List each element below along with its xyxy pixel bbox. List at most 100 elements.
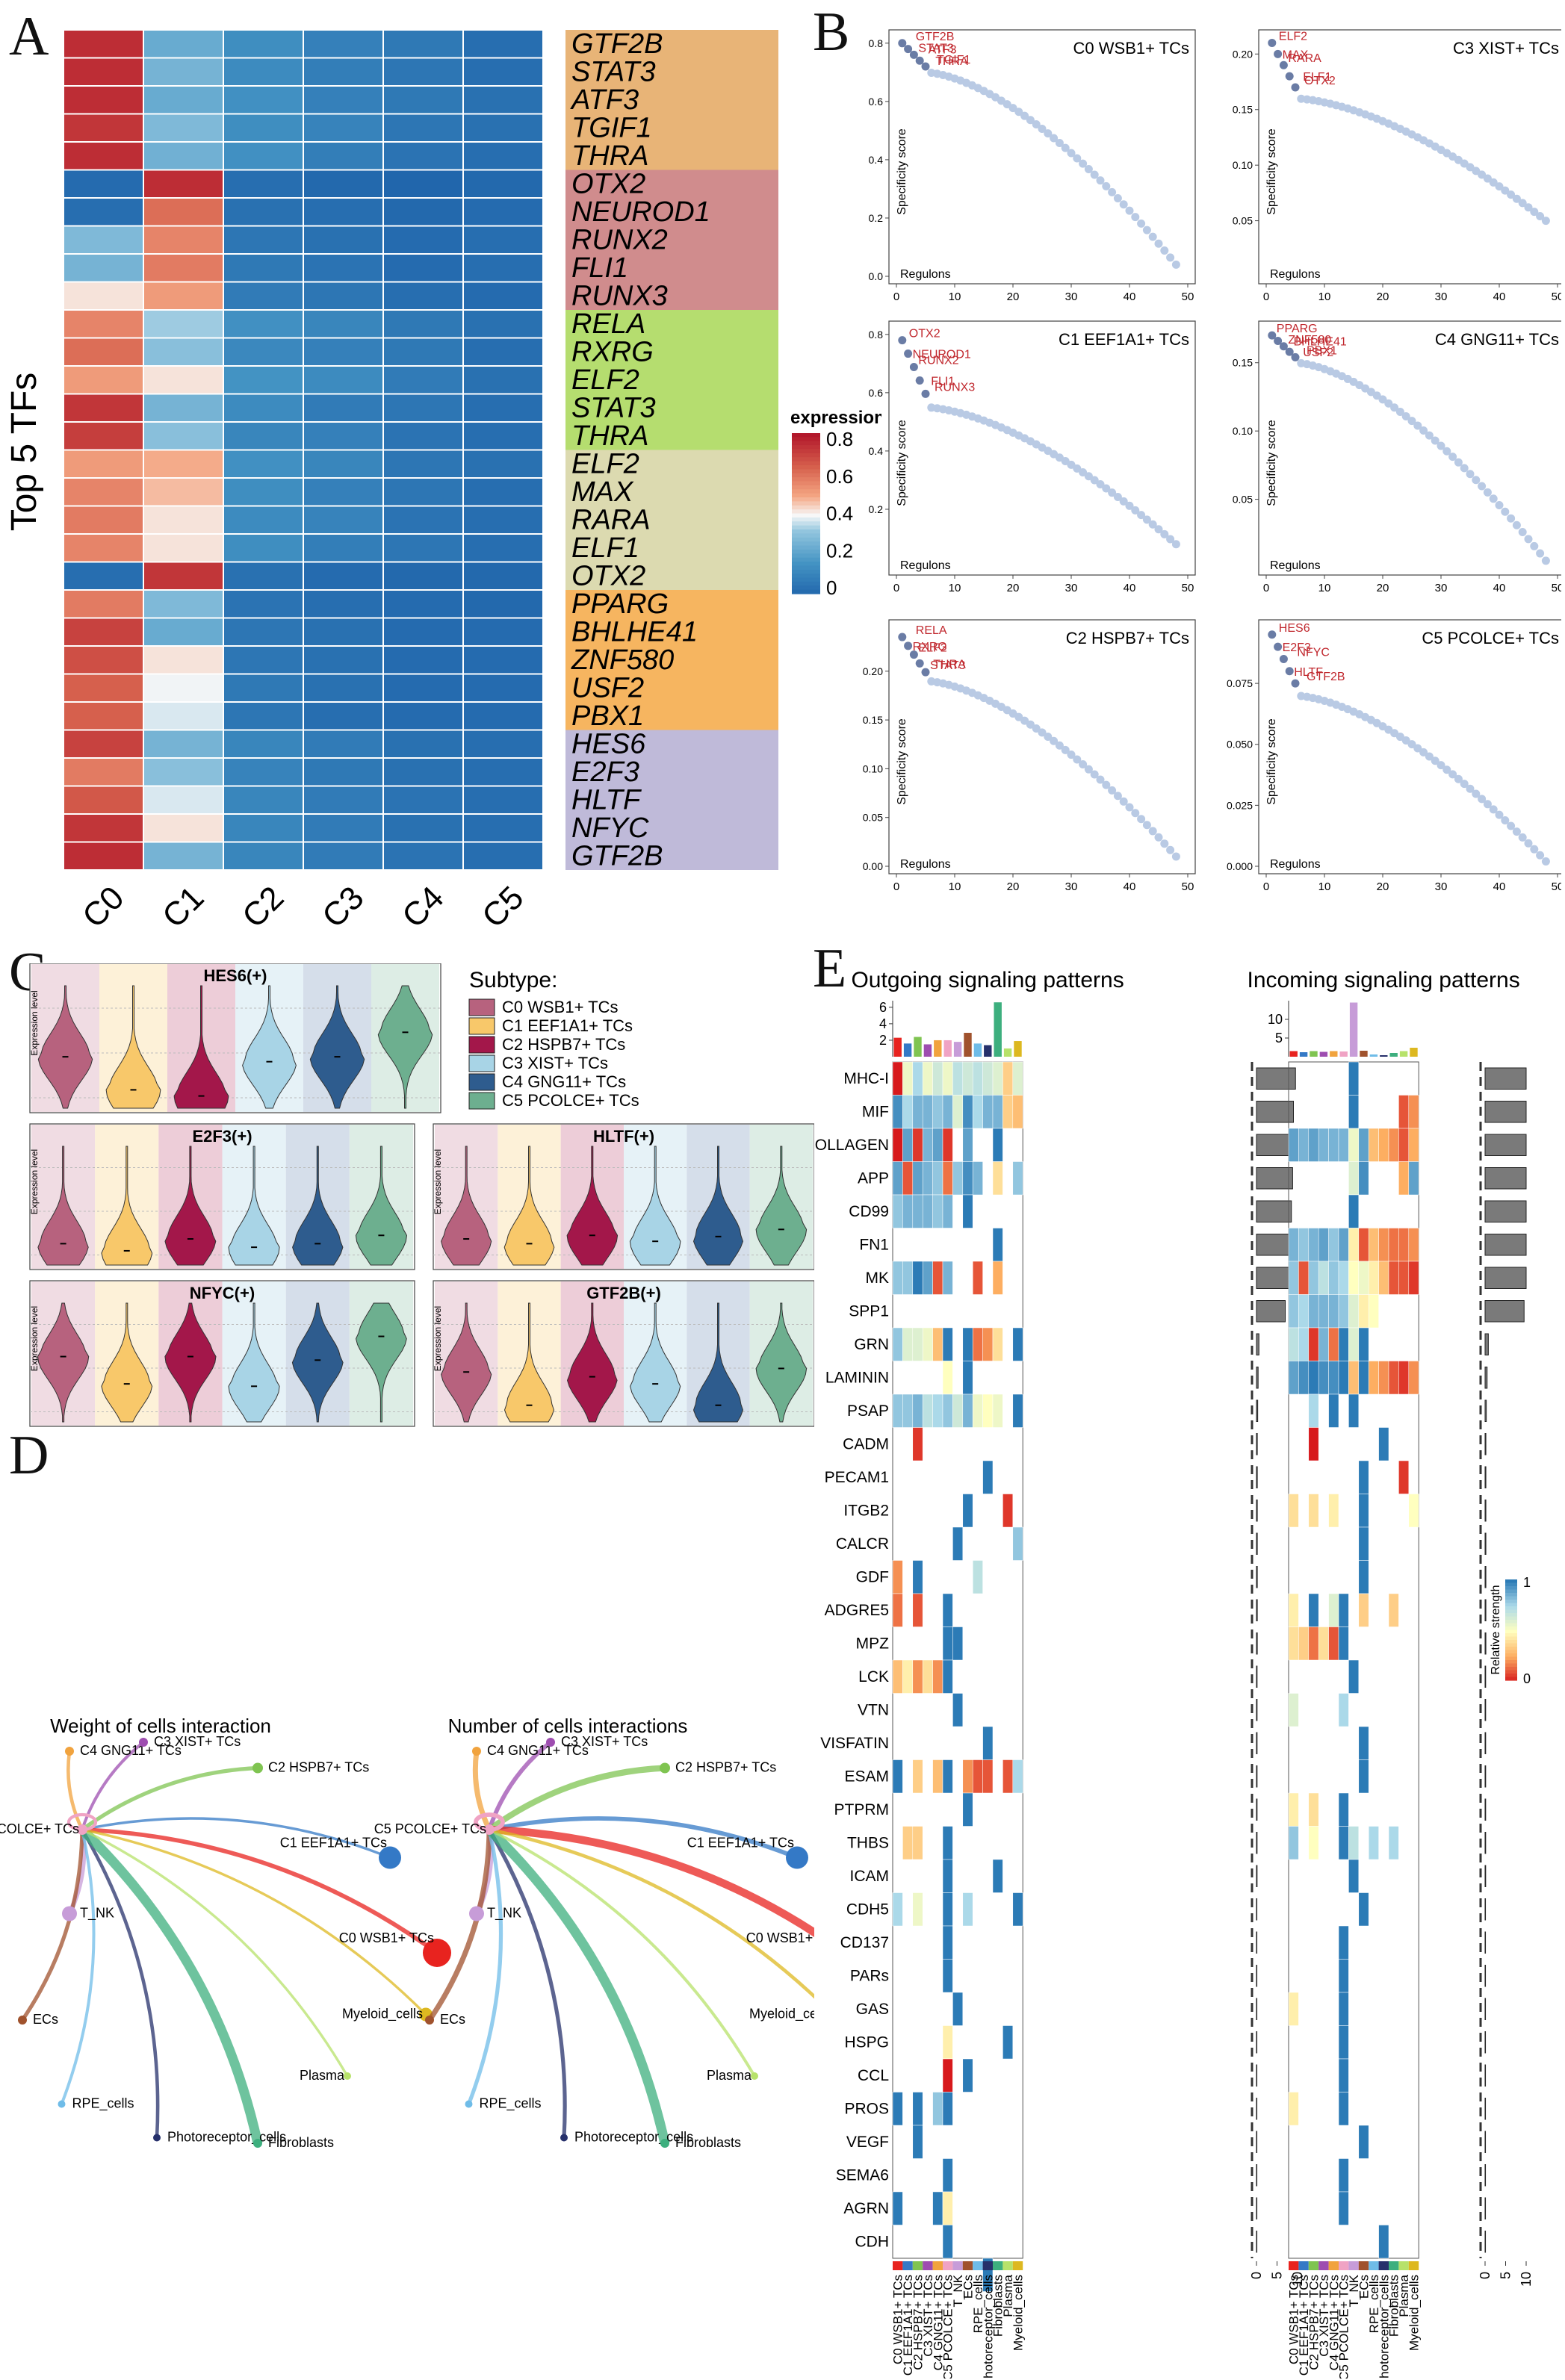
heatmap-cell	[144, 423, 223, 450]
violin-shape	[755, 1146, 808, 1266]
rss-point	[1425, 752, 1434, 761]
rss-ytick-label: 0.05	[863, 812, 883, 824]
signaling-cell	[1348, 1095, 1360, 1129]
rss-xtick-label: 40	[1124, 582, 1136, 594]
strength-legend-swatch	[1505, 1606, 1517, 1611]
signaling-cell	[942, 1826, 953, 1860]
signaling-cell	[892, 1759, 903, 1794]
heatmap-cell	[144, 338, 223, 365]
signaling-cell	[962, 1128, 973, 1162]
rss-point	[1044, 733, 1053, 742]
signaling-cell	[1348, 1327, 1360, 1361]
cell-color-strip	[1308, 2261, 1319, 2270]
network-node	[465, 2100, 473, 2108]
tf-label: ELF1	[571, 532, 639, 564]
top-bar	[1299, 1052, 1308, 1057]
rss-regulon-label: GTF2B	[916, 31, 955, 43]
rss-xtick-label: 50	[1182, 290, 1194, 303]
cell-color-strip	[973, 2261, 983, 2270]
signaling-cell	[972, 1261, 983, 1295]
rss-point	[1032, 724, 1041, 733]
side-bar	[1484, 1898, 1487, 1921]
signaling-cell	[1012, 1327, 1023, 1361]
rss-point	[1431, 756, 1440, 765]
signaling-cell	[892, 1393, 903, 1428]
cell-color-strip	[1318, 2261, 1329, 2270]
subtype-legend-label: C0 WSB1+ TCs	[502, 998, 618, 1016]
pathway-label: CD137	[840, 1934, 889, 1951]
rss-point	[909, 363, 918, 372]
rss-point	[1084, 472, 1093, 481]
rss-point	[1291, 83, 1300, 92]
rss-point	[1268, 630, 1277, 639]
signaling-cell	[992, 1228, 1003, 1262]
tf-label: GTF2B	[571, 840, 663, 871]
tf-label: RXRG	[571, 336, 654, 367]
signaling-cell	[992, 1261, 1003, 1295]
cell-color-strip	[1378, 2261, 1389, 2270]
rss-point	[1131, 809, 1140, 818]
heatmap-cell	[304, 311, 382, 338]
signaling-cell	[1012, 1759, 1023, 1794]
cell-type-label: Photoreceptor_cells	[981, 2275, 995, 2379]
signaling-cell	[1358, 1494, 1369, 1528]
heatmap-cell	[64, 562, 143, 589]
expression-legend-swatch	[792, 497, 820, 502]
signaling-cell	[932, 1194, 943, 1228]
network-node	[560, 2134, 568, 2142]
top-bar	[973, 1043, 982, 1057]
network-edge	[81, 1765, 258, 1832]
signaling-cell	[1308, 1228, 1319, 1262]
cell-color-strip	[1289, 2261, 1299, 2270]
heatmap-cell	[224, 255, 303, 282]
rss-point	[1536, 212, 1545, 221]
heatmap-cell	[384, 759, 462, 786]
signaling-cell	[1328, 1393, 1339, 1428]
pathway-label: CD99	[849, 1203, 889, 1220]
rss-point	[1073, 154, 1082, 163]
heatmap-cell	[304, 730, 382, 757]
rss-xtick-label: 50	[1552, 582, 1561, 594]
signaling-cell	[942, 2225, 953, 2259]
rss-regulon-label: ELF2	[1279, 30, 1307, 43]
heatmap-cell	[144, 506, 223, 533]
rss-point	[1541, 556, 1550, 565]
top-bar-tick-label: 4	[879, 1016, 887, 1031]
top-bar	[1349, 1002, 1358, 1057]
signaling-cell	[1338, 1593, 1349, 1627]
rss-point	[1530, 845, 1539, 854]
heatmap-cell	[464, 786, 542, 813]
rss-point	[1291, 352, 1300, 361]
heatmap-column-label: C0	[75, 880, 131, 935]
rss-point	[1038, 125, 1047, 134]
rss-regulon-label: NEUROD1	[913, 349, 971, 361]
pathway-label: SEMA6	[836, 2166, 889, 2184]
rss-point	[1090, 170, 1099, 179]
heatmap-cell	[464, 255, 542, 282]
expression-legend-tick-label: 0.8	[826, 428, 853, 450]
rss-point	[1044, 129, 1053, 138]
side-bar	[1256, 1898, 1258, 1921]
signaling-cell	[1328, 1593, 1339, 1627]
expression-legend-swatch	[792, 453, 820, 458]
signaling-cell	[1308, 1294, 1319, 1329]
heatmap-cell	[144, 87, 223, 114]
heatmap-cell	[384, 394, 462, 421]
signaling-cell	[892, 1261, 903, 1295]
tf-label: RUNX2	[571, 224, 668, 255]
pathway-label: VEGF	[846, 2134, 889, 2151]
signaling-cell	[912, 1593, 923, 1627]
tf-label: GTF2B	[571, 28, 663, 60]
cell-color-strip	[943, 2261, 953, 2270]
strength-legend-swatch	[1505, 1589, 1517, 1594]
rss-point	[1507, 821, 1516, 830]
expression-legend-swatch	[792, 585, 820, 591]
rss-xtick-label: 40	[1124, 880, 1136, 893]
heatmap-cell	[144, 786, 223, 813]
rss-point	[1119, 200, 1128, 209]
heatmap-cell	[304, 394, 382, 421]
network-edge	[81, 1741, 145, 1830]
signaling-cell	[892, 1560, 903, 1594]
violin-shape	[355, 1146, 408, 1266]
signaling-cell	[942, 1925, 953, 1960]
